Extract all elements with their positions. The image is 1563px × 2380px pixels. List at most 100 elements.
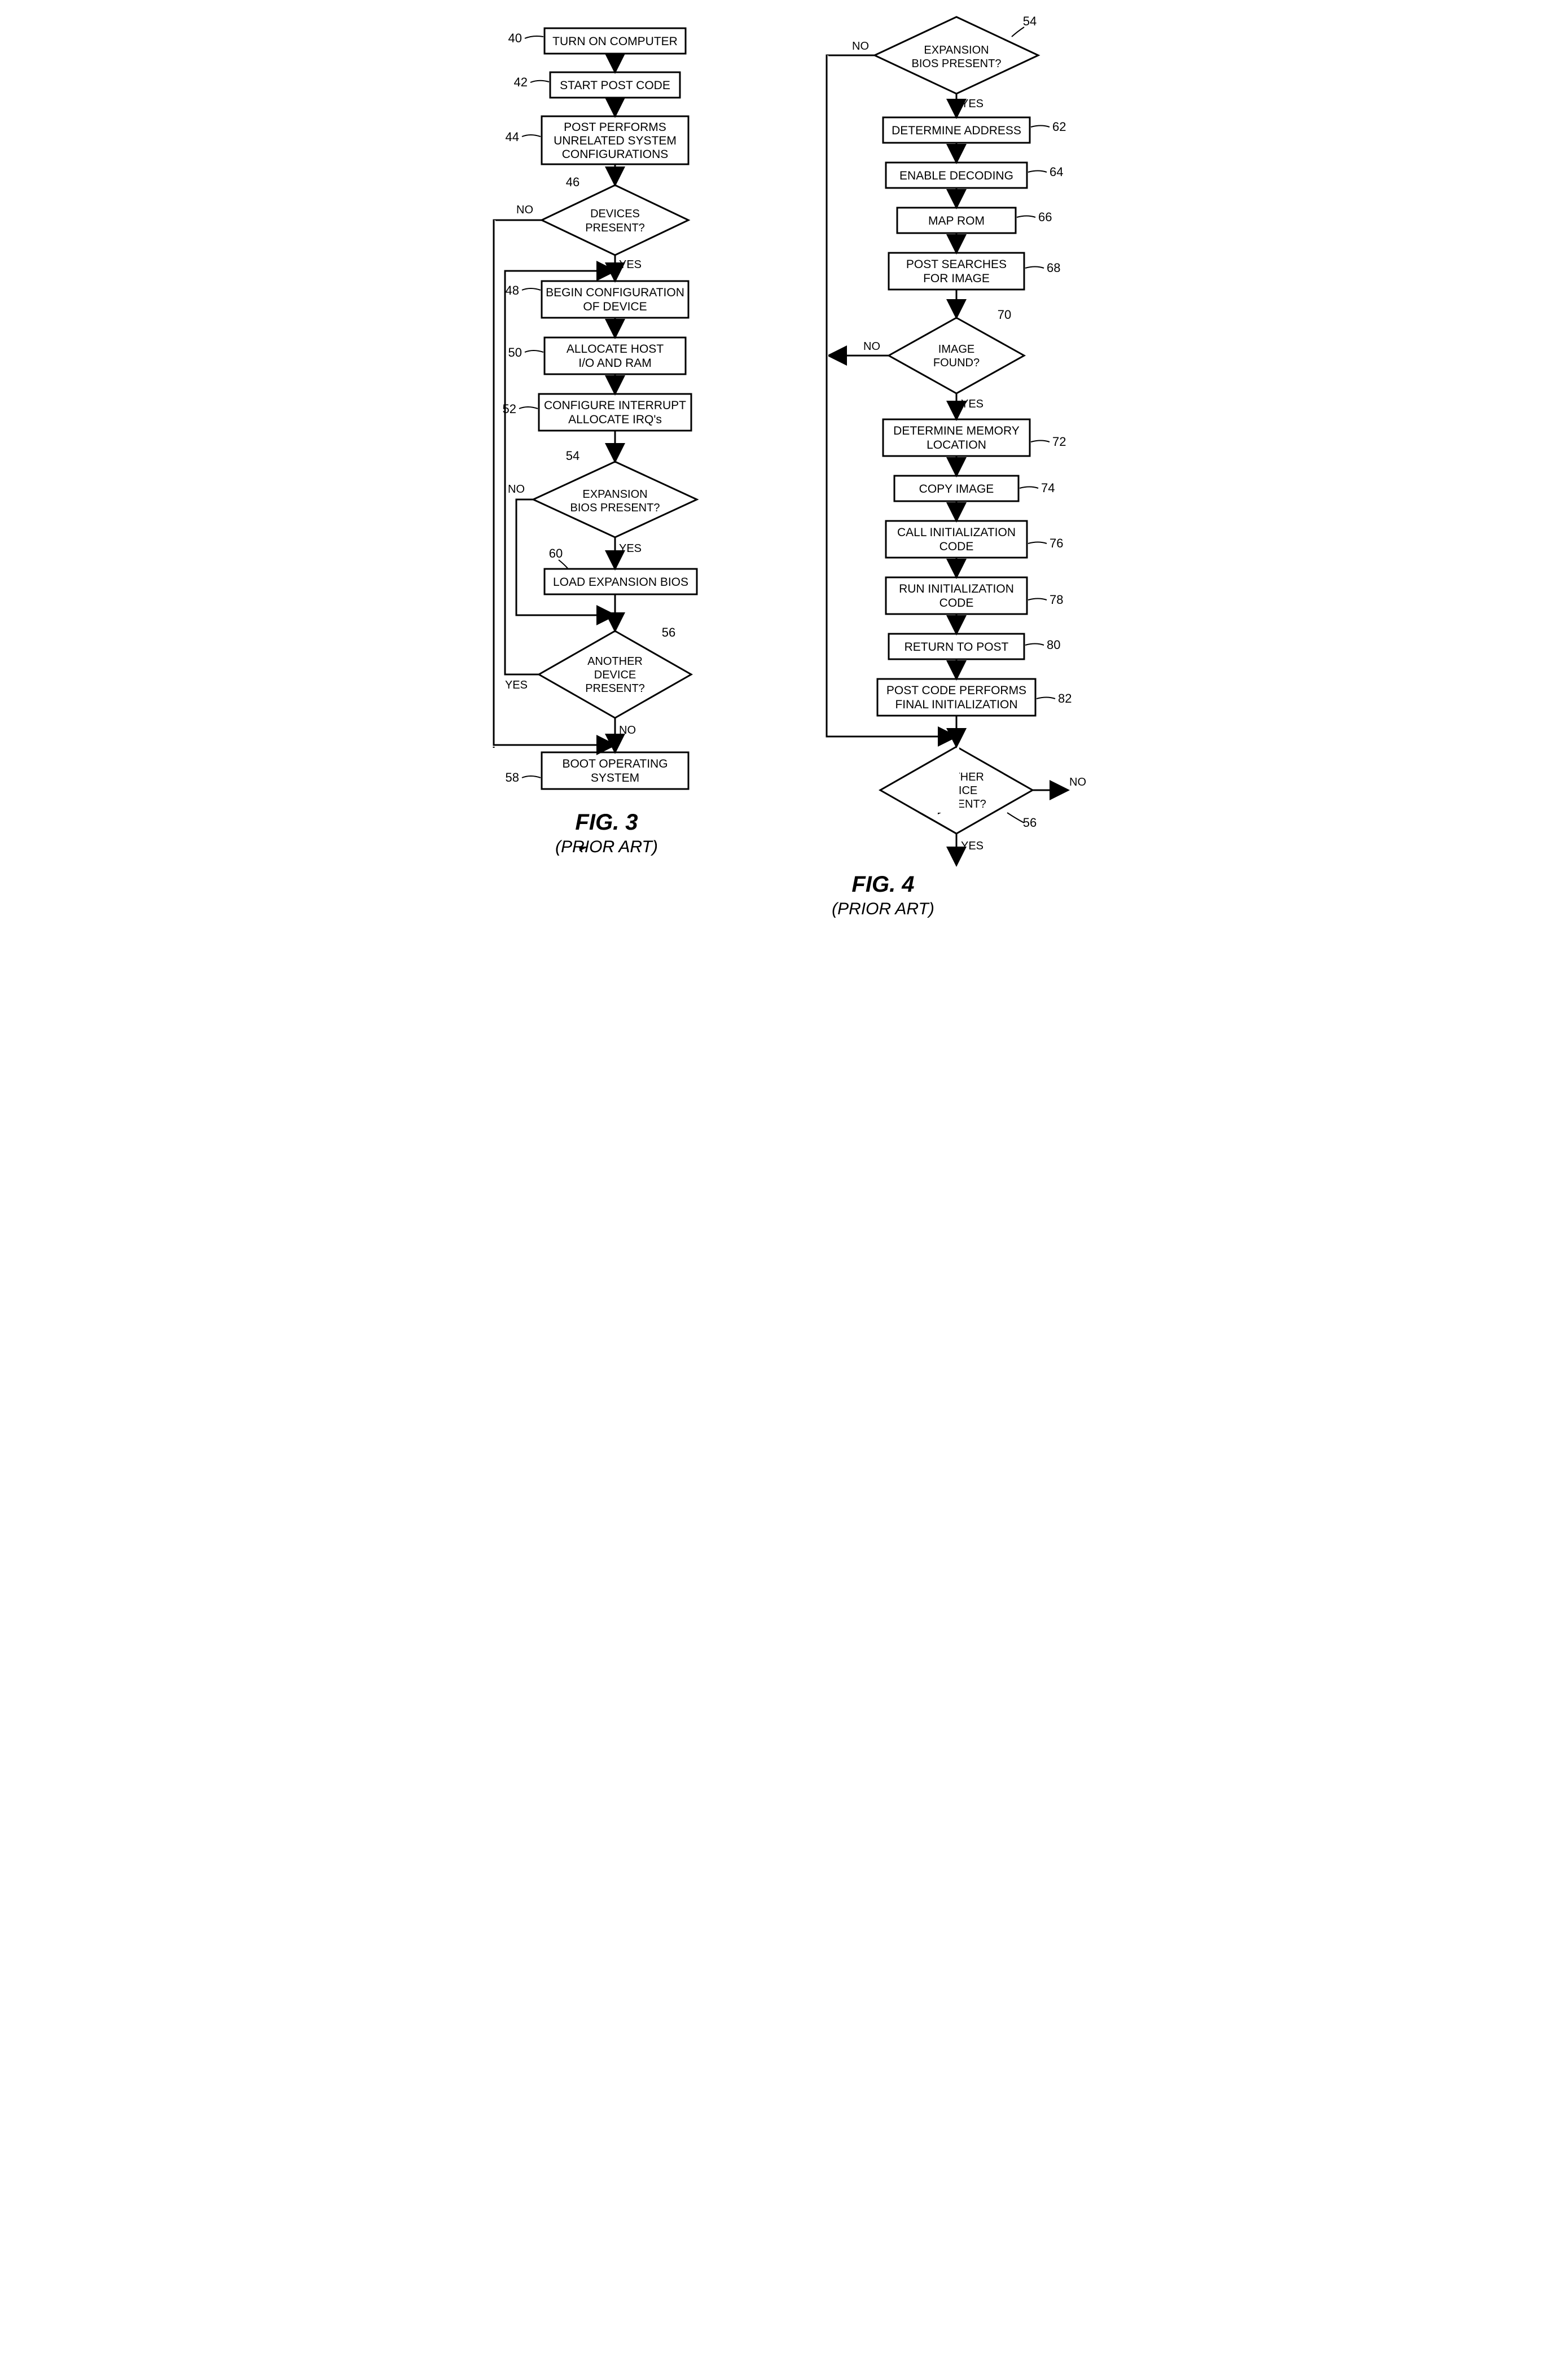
node-52-l0: CONFIGURE INTERRUPT xyxy=(544,399,686,412)
f4-56-yes: YES xyxy=(961,840,984,852)
node-56-diamond: ANOTHER DEVICE PRESENT? 56 xyxy=(539,625,691,718)
f4-70-l0: IMAGE xyxy=(938,343,974,356)
node-52: CONFIGURE INTERRUPT ALLOCATE IRQ's 52 xyxy=(503,394,691,431)
node-44: POST PERFORMS UNRELATED SYSTEM CONFIGURA… xyxy=(506,116,688,164)
node-54-l0: EXPANSION xyxy=(582,488,647,501)
node-50-l0: ALLOCATE HOST xyxy=(567,343,664,356)
figure-3: TURN ON COMPUTER 40 START POST CODE 42 P… xyxy=(460,11,753,982)
f4-70-num: 70 xyxy=(998,308,1011,322)
node-54-diamond: EXPANSION BIOS PRESENT? 54 xyxy=(533,449,697,537)
node-58-l0: BOOT OPERATING xyxy=(562,757,668,770)
node-44-l0: POST PERFORMS xyxy=(564,121,666,134)
f4-node-64: ENABLE DECODING 64 xyxy=(886,163,1063,188)
f4-66-num: 66 xyxy=(1038,210,1052,224)
f4-node-74: COPY IMAGE 74 xyxy=(894,476,1055,501)
node-60-num: 60 xyxy=(549,546,563,560)
f4-node-54-diamond: EXPANSION BIOS PRESENT? 54 xyxy=(875,14,1038,94)
node-46-num: 46 xyxy=(566,175,579,189)
node-52-l1: ALLOCATE IRQ's xyxy=(568,413,662,426)
f4-68-l1: FOR IMAGE xyxy=(923,272,990,285)
node-56-l1: DEVICE xyxy=(594,669,636,681)
f4-76-l1: CODE xyxy=(939,540,974,553)
node-58-l1: SYSTEM xyxy=(591,772,639,784)
f4-node-70-diamond: IMAGE FOUND? 70 xyxy=(889,308,1024,393)
node-44-num: 44 xyxy=(506,130,519,144)
node-50-num: 50 xyxy=(508,345,522,360)
f4-62-num: 62 xyxy=(1052,120,1066,134)
node-50-l1: I/O AND RAM xyxy=(578,357,652,370)
f4-78-l0: RUN INITIALIZATION xyxy=(899,582,1014,595)
f4-66-l0: MAP ROM xyxy=(928,214,985,227)
node-46-diamond: DEVICES PRESENT? 46 xyxy=(542,175,688,255)
f4-70-no: NO xyxy=(863,340,880,353)
node-40-text: TURN ON COMPUTER xyxy=(552,35,678,48)
edge-46-yes: YES xyxy=(619,258,642,271)
f4-node-62: DETERMINE ADDRESS 62 xyxy=(883,117,1066,143)
f4-node-66: MAP ROM 66 xyxy=(897,208,1052,233)
f4-54-num: 54 xyxy=(1023,14,1037,28)
f4-70-yes: YES xyxy=(961,398,984,410)
f4-82-l1: FINAL INITIALIZATION xyxy=(895,698,1017,711)
node-60-l0: LOAD EXPANSION BIOS xyxy=(553,576,688,589)
f4-node-80: RETURN TO POST 80 xyxy=(889,634,1060,659)
fig3-caption-main2: FIG. 3 xyxy=(575,810,638,835)
node-58-num: 58 xyxy=(506,770,519,784)
f4-80-num: 80 xyxy=(1047,638,1060,652)
node-42-num: 42 xyxy=(514,75,528,89)
f4-64-num: 64 xyxy=(1050,165,1063,179)
node-56-l2: PRESENT? xyxy=(585,682,645,695)
fig4-caption-main: FIG. 4 xyxy=(851,872,914,897)
node-50: ALLOCATE HOST I/O AND RAM 50 xyxy=(508,338,686,374)
node-48: BEGIN CONFIGURATION OF DEVICE 48 xyxy=(506,281,688,318)
node-48-l0: BEGIN CONFIGURATION xyxy=(546,286,684,299)
f4-72-l1: LOCATION xyxy=(927,439,986,452)
f4-node-72: DETERMINE MEMORY LOCATION 72 xyxy=(883,419,1066,456)
node-40: TURN ON COMPUTER 40 xyxy=(508,28,686,54)
edge-54-yes: YES xyxy=(619,542,642,555)
node-40-num: 40 xyxy=(508,31,522,45)
node-54-num: 54 xyxy=(566,449,579,463)
f4-62-l0: DETERMINE ADDRESS xyxy=(892,124,1021,137)
node-56-num: 56 xyxy=(662,625,675,639)
f4-node-76: CALL INITIALIZATION CODE 76 xyxy=(886,521,1063,558)
node-46-l0: DEVICES xyxy=(590,208,640,220)
node-56-l0: ANOTHER xyxy=(587,655,643,668)
f4-80-l0: RETURN TO POST xyxy=(905,641,1009,654)
figure-4: EXPANSION BIOS PRESENT? 54 YES NO DETERM… xyxy=(787,11,1103,982)
node-58: BOOT OPERATING SYSTEM 58 xyxy=(506,752,688,789)
f4-82-l0: POST CODE PERFORMS xyxy=(886,684,1026,697)
f4-54-l1: BIOS PRESENT? xyxy=(912,58,1002,70)
f4-74-num: 74 xyxy=(1041,481,1055,495)
f4-56-num: 56 xyxy=(1023,816,1037,830)
f4-70-l1: FOUND? xyxy=(933,357,980,369)
node-46-l1: PRESENT? xyxy=(585,222,645,234)
f4-72-num: 72 xyxy=(1052,435,1066,449)
node-42-text: START POST CODE xyxy=(560,79,670,92)
f4-68-num: 68 xyxy=(1047,261,1060,275)
f4-74-l0: COPY IMAGE xyxy=(919,483,994,496)
edge-46-no: NO xyxy=(516,204,533,216)
node-48-l1: OF DEVICE xyxy=(583,300,647,313)
f4-72-l0: DETERMINE MEMORY xyxy=(893,424,1020,437)
node-42: START POST CODE 42 xyxy=(514,72,680,98)
f4-78-num: 78 xyxy=(1050,593,1063,607)
f4-node-68: POST SEARCHES FOR IMAGE 68 xyxy=(889,253,1060,290)
fig4-caption-sub: (PRIOR ART) xyxy=(832,900,934,918)
f4-76-l0: CALL INITIALIZATION xyxy=(897,526,1016,539)
edge-56-yes: YES xyxy=(505,679,528,691)
node-44-l1: UNRELATED SYSTEM xyxy=(554,134,677,147)
f4-68-l0: POST SEARCHES xyxy=(906,258,1007,271)
f4-82-num: 82 xyxy=(1058,691,1072,705)
node-48-num: 48 xyxy=(506,283,519,297)
f4-54-yes: YES xyxy=(961,98,984,110)
f4-54-no: NO xyxy=(852,40,869,52)
f4-76-num: 76 xyxy=(1050,536,1063,550)
f4-78-l1: CODE xyxy=(939,597,974,610)
page: TURN ON COMPUTER 40 START POST CODE 42 P… xyxy=(11,11,1552,982)
f4-54-l0: EXPANSION xyxy=(924,44,989,56)
fig3-caption-sub2: (PRIOR ART) xyxy=(555,838,658,856)
edge-56-no: NO xyxy=(619,724,636,737)
f4-56-no: NO xyxy=(1069,776,1086,788)
f4-node-78: RUN INITIALIZATION CODE 78 xyxy=(886,577,1063,614)
f4-node-82: POST CODE PERFORMS FINAL INITIALIZATION … xyxy=(877,679,1072,716)
